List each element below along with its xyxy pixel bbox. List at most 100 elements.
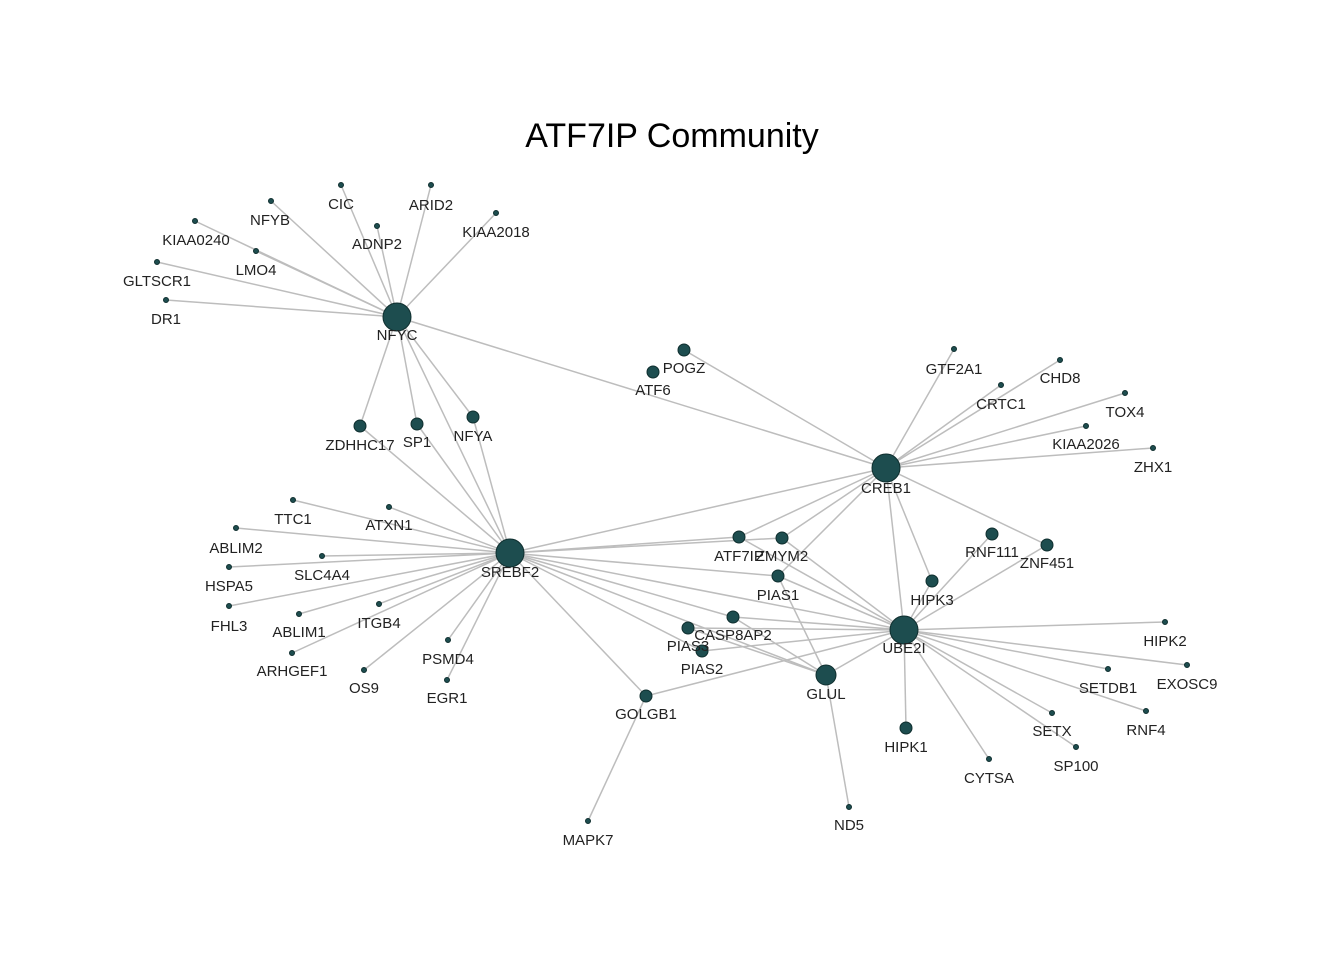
node-glul[interactable] (815, 664, 837, 686)
node-atf6[interactable] (646, 365, 660, 379)
edge-creb1-hipk3 (885, 467, 933, 582)
node-nfya[interactable] (466, 410, 480, 424)
node-zdhhc17[interactable] (353, 419, 367, 433)
node-rnf111[interactable] (985, 527, 999, 541)
node-atf7ip[interactable] (732, 530, 746, 544)
node-label-setx: SETX (1032, 723, 1071, 740)
node-pias1[interactable] (771, 569, 785, 583)
edge-creb1-pogz (683, 349, 887, 469)
node-kiaa2018[interactable] (493, 210, 499, 216)
edge-ube2i-sp100 (903, 629, 1077, 748)
edge-srebf2-sp1 (416, 423, 511, 554)
node-casp8ap2[interactable] (726, 610, 740, 624)
node-label-rnf111: RNF111 (965, 544, 1019, 561)
edge-ube2i-pias2 (701, 629, 905, 652)
node-golgb1[interactable] (639, 689, 653, 703)
node-hipk3[interactable] (925, 574, 939, 588)
node-label-kiaa2018: KIAA2018 (462, 224, 530, 241)
node-arid2[interactable] (428, 182, 434, 188)
node-label-nfyb: NFYB (250, 212, 290, 229)
node-ube2i[interactable] (889, 615, 919, 645)
node-pias3[interactable] (681, 621, 695, 635)
node-pogz[interactable] (677, 343, 691, 357)
node-atxn1[interactable] (386, 504, 392, 510)
node-kiaa2026[interactable] (1083, 423, 1089, 429)
edge-srebf2-zdhhc17 (359, 425, 511, 554)
node-label-egr1: EGR1 (427, 690, 468, 707)
node-pias2[interactable] (695, 644, 709, 658)
diagram-title: ATF7IP Community (525, 117, 818, 155)
node-label-sp1: SP1 (403, 434, 431, 451)
edges-layer (156, 184, 1188, 822)
node-os9[interactable] (361, 667, 367, 673)
edge-srebf2-nfya (472, 416, 511, 554)
edge-creb1-gtf2a1 (885, 348, 955, 469)
node-srebf2[interactable] (495, 538, 525, 568)
edge-creb1-ube2i (885, 467, 905, 631)
node-hipk2[interactable] (1162, 619, 1168, 625)
edge-ube2i-pias3 (687, 627, 905, 631)
node-label-nd5: ND5 (834, 817, 864, 834)
node-label-pias2: PIAS2 (681, 661, 724, 678)
node-rnf4[interactable] (1143, 708, 1149, 714)
edge-srebf2-pias1 (509, 552, 779, 577)
node-gtf2a1[interactable] (951, 346, 957, 352)
node-exosc9[interactable] (1184, 662, 1190, 668)
node-fhl3[interactable] (226, 603, 232, 609)
node-tox4[interactable] (1122, 390, 1128, 396)
node-zmym2[interactable] (775, 531, 789, 545)
node-label-hipk1: HIPK1 (884, 739, 927, 756)
edge-nfyc-lmo4 (255, 250, 398, 318)
node-chd8[interactable] (1057, 357, 1063, 363)
node-znf451[interactable] (1040, 538, 1054, 552)
node-cytsa[interactable] (986, 756, 992, 762)
edge-creb1-zhx1 (885, 447, 1154, 469)
node-hipk1[interactable] (899, 721, 913, 735)
node-mapk7[interactable] (585, 818, 591, 824)
node-kiaa0240[interactable] (192, 218, 198, 224)
edge-ube2i-cytsa (903, 629, 990, 760)
edge-srebf2-psmd4 (447, 552, 511, 641)
edge-nfyc-cic (340, 184, 398, 318)
node-cic[interactable] (338, 182, 344, 188)
node-setdb1[interactable] (1105, 666, 1111, 672)
node-creb1[interactable] (871, 453, 901, 483)
node-adnp2[interactable] (374, 223, 380, 229)
node-itgb4[interactable] (376, 601, 382, 607)
edge-nfyc-kiaa2018 (396, 212, 497, 318)
node-gltscr1[interactable] (154, 259, 160, 265)
node-arhgef1[interactable] (289, 650, 295, 656)
node-egr1[interactable] (444, 677, 450, 683)
edge-srebf2-slc4a4 (321, 552, 511, 557)
node-psmd4[interactable] (445, 637, 451, 643)
node-ablim2[interactable] (233, 525, 239, 531)
node-label-itgb4: ITGB4 (357, 615, 400, 632)
node-crtc1[interactable] (998, 382, 1004, 388)
node-dr1[interactable] (163, 297, 169, 303)
node-nfyb[interactable] (268, 198, 274, 204)
node-hspa5[interactable] (226, 564, 232, 570)
node-ablim1[interactable] (296, 611, 302, 617)
edge-srebf2-arhgef1 (291, 552, 511, 654)
edge-srebf2-creb1 (509, 467, 887, 554)
node-label-lmo4: LMO4 (236, 262, 277, 279)
node-lmo4[interactable] (253, 248, 259, 254)
edge-srebf2-ttc1 (292, 499, 511, 554)
edge-srebf2-egr1 (446, 552, 511, 681)
edge-glul-nd5 (825, 674, 850, 808)
node-sp100[interactable] (1073, 744, 1079, 750)
edge-nfyc-creb1 (396, 316, 887, 469)
node-slc4a4[interactable] (319, 553, 325, 559)
node-zhx1[interactable] (1150, 445, 1156, 451)
node-label-hipk3: HIPK3 (910, 592, 953, 609)
edge-srebf2-hspa5 (228, 552, 511, 568)
node-sp1[interactable] (410, 417, 424, 431)
node-nfyc[interactable] (382, 302, 412, 332)
edge-srebf2-ablim1 (298, 552, 511, 615)
node-label-ablim1: ABLIM1 (272, 624, 325, 641)
node-ttc1[interactable] (290, 497, 296, 503)
node-label-zmym2: ZMYM2 (756, 548, 809, 565)
node-setx[interactable] (1049, 710, 1055, 716)
node-label-mapk7: MAPK7 (563, 832, 614, 849)
node-nd5[interactable] (846, 804, 852, 810)
